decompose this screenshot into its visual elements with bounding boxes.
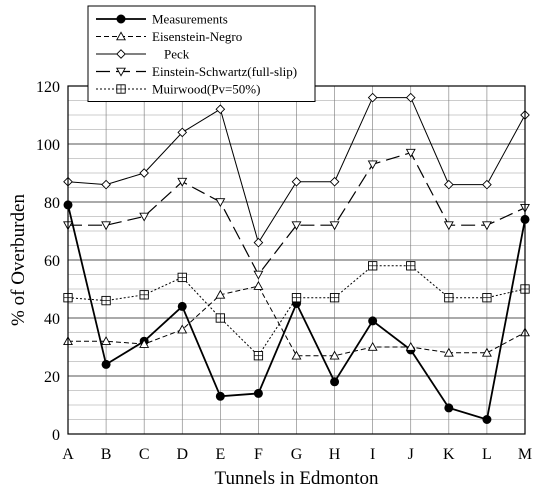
square-plus-point bbox=[116, 84, 126, 94]
triangle-up-point bbox=[139, 338, 150, 348]
y-tick-label: 0 bbox=[52, 427, 60, 444]
square-plus-point bbox=[101, 295, 111, 306]
legend: Measurements Eisenstein-Negro Peck Einstein… bbox=[87, 5, 316, 102]
axis-layer: 0 20 40 60 80 100 120 A B C D E F G H I J K L M Tunnels in E… bbox=[8, 79, 532, 489]
legend-entry: Einstein-Schwartz(full-slip) bbox=[96, 64, 297, 79]
y-tick-label: 80 bbox=[44, 195, 60, 212]
square-plus-point bbox=[253, 351, 264, 361]
measurement-point bbox=[116, 14, 126, 24]
triangle-down-point bbox=[101, 221, 112, 231]
square-plus-point bbox=[177, 272, 187, 283]
measurement-point bbox=[482, 415, 492, 424]
x-tick-label: M bbox=[518, 446, 532, 463]
y-tick-label: 40 bbox=[44, 311, 60, 328]
square-plus-point bbox=[406, 261, 416, 271]
square-plus-point bbox=[139, 290, 149, 300]
square-plus-point bbox=[215, 313, 225, 323]
y-tick-label: 100 bbox=[36, 137, 60, 154]
triangle-up-point bbox=[443, 347, 454, 357]
measurement-point bbox=[330, 377, 340, 387]
diamond-point bbox=[177, 127, 188, 138]
triangle-up-point bbox=[177, 324, 188, 334]
measurement-point bbox=[101, 359, 111, 369]
legend-entry: Muirwood(Pv=50%) bbox=[96, 82, 260, 97]
x-tick-label: E bbox=[215, 446, 225, 463]
triangle-down-point bbox=[481, 221, 492, 231]
measurement-point bbox=[253, 388, 263, 398]
grid-layer bbox=[67, 85, 526, 435]
x-tick-label: C bbox=[139, 446, 150, 463]
x-tick-label: F bbox=[254, 446, 263, 463]
x-tick-label: A bbox=[62, 446, 74, 463]
triangle-down-point bbox=[329, 221, 340, 231]
triangle-down-point bbox=[253, 270, 264, 280]
triangle-up-point bbox=[116, 31, 126, 41]
series-layer bbox=[63, 92, 530, 424]
diamond-point bbox=[367, 92, 378, 103]
triangle-down-point bbox=[215, 198, 226, 208]
x-tick-label: I bbox=[370, 446, 375, 463]
diamond-point bbox=[253, 237, 264, 248]
diamond-point bbox=[116, 49, 126, 59]
x-tick-label: D bbox=[176, 446, 188, 463]
diamond-point bbox=[443, 179, 454, 190]
x-axis-title: Tunnels in Edmonton bbox=[215, 468, 379, 489]
triangle-down-point bbox=[116, 67, 126, 77]
triangle-down-point bbox=[443, 221, 454, 231]
diamond-point bbox=[482, 179, 492, 190]
triangle-down-point bbox=[139, 212, 150, 222]
legend-label: Peck bbox=[164, 47, 190, 62]
triangle-up-point bbox=[405, 341, 416, 351]
y-tick-label: 60 bbox=[44, 253, 60, 270]
measurement-point bbox=[368, 316, 378, 326]
x-tick-label: B bbox=[101, 446, 112, 463]
diamond-point bbox=[101, 179, 111, 190]
legend-entry: Measurements bbox=[96, 12, 228, 27]
diamond-point bbox=[291, 176, 302, 187]
triangle-down-point bbox=[367, 160, 378, 170]
legend-label: Eisenstein-Negro bbox=[152, 29, 242, 44]
triangle-up-point bbox=[481, 347, 492, 357]
x-tick-label: K bbox=[443, 446, 455, 463]
triangle-down-point bbox=[405, 148, 416, 158]
y-tick-label: 120 bbox=[36, 79, 60, 96]
diamond-point bbox=[329, 176, 340, 187]
legend-label: Muirwood(Pv=50%) bbox=[152, 82, 260, 97]
x-tick-label: G bbox=[291, 446, 303, 463]
triangle-down-point bbox=[177, 177, 188, 187]
x-tick-label: J bbox=[408, 446, 414, 463]
y-tick-label: 20 bbox=[44, 369, 60, 386]
square-plus-point bbox=[329, 293, 340, 303]
measurement-point bbox=[177, 301, 187, 311]
square-plus-point bbox=[291, 293, 302, 303]
triangle-up-point bbox=[291, 350, 302, 360]
legend-entry: Peck bbox=[96, 47, 190, 62]
triangle-up-point bbox=[329, 350, 340, 360]
square-plus-point bbox=[482, 293, 492, 303]
x-tick-label: L bbox=[482, 446, 492, 463]
square-plus-point bbox=[368, 261, 378, 271]
measurement-point bbox=[215, 391, 225, 401]
square-plus-point bbox=[444, 293, 454, 303]
series-2 bbox=[63, 92, 530, 248]
y-axis-title: % of Overburden bbox=[8, 194, 29, 326]
legend-entry: Eisenstein-Negro bbox=[96, 29, 242, 44]
triangle-up-point bbox=[101, 336, 112, 346]
triangle-down-point bbox=[291, 221, 302, 231]
diamond-point bbox=[139, 168, 150, 178]
legend-label: Measurements bbox=[152, 12, 228, 27]
diamond-point bbox=[215, 104, 226, 115]
triangle-up-point bbox=[253, 280, 264, 290]
legend-label: Einstein-Schwartz(full-slip) bbox=[152, 64, 297, 79]
triangle-up-point bbox=[215, 289, 226, 299]
x-tick-label: H bbox=[329, 446, 341, 463]
triangle-up-point bbox=[367, 341, 378, 351]
measurement-point bbox=[444, 403, 454, 413]
diamond-point bbox=[405, 92, 416, 103]
